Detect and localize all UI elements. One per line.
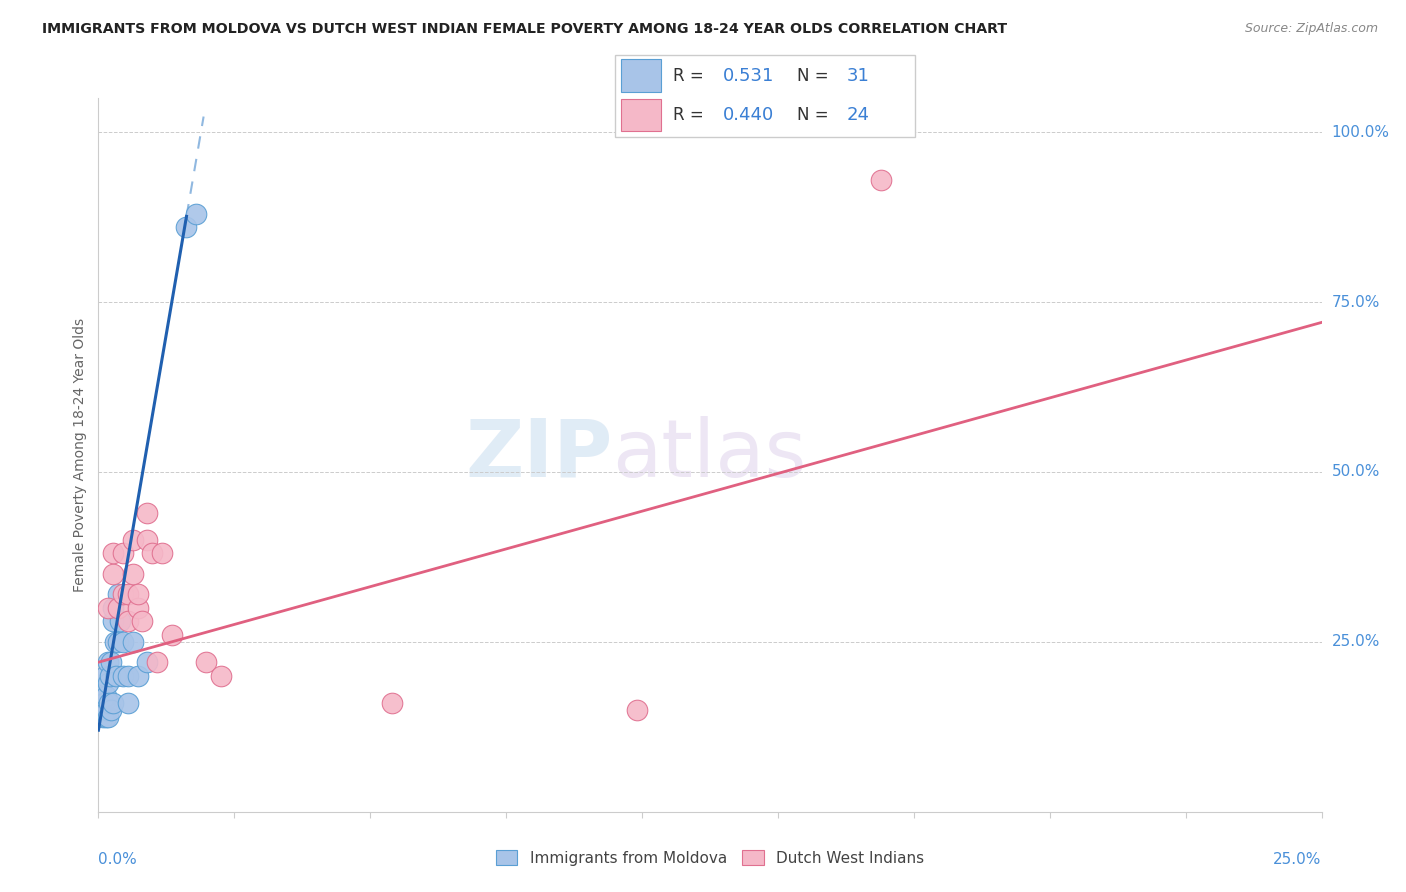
Point bbox=[107, 587, 129, 601]
Point bbox=[98, 669, 121, 683]
Point bbox=[97, 655, 120, 669]
Point bbox=[870, 172, 893, 186]
Text: N =: N = bbox=[797, 67, 834, 85]
Point bbox=[93, 696, 115, 710]
Text: 75.0%: 75.0% bbox=[1331, 294, 1379, 310]
Point bbox=[98, 696, 121, 710]
Point bbox=[111, 669, 134, 683]
Text: R =: R = bbox=[673, 106, 710, 124]
Point bbox=[90, 682, 112, 697]
Text: N =: N = bbox=[797, 106, 834, 124]
Point bbox=[127, 587, 149, 601]
Text: 24: 24 bbox=[846, 106, 870, 124]
Point bbox=[103, 635, 125, 649]
Point bbox=[117, 587, 139, 601]
Text: 25.0%: 25.0% bbox=[1274, 853, 1322, 868]
Point bbox=[101, 566, 124, 581]
Point bbox=[141, 546, 163, 560]
Point bbox=[127, 600, 149, 615]
Y-axis label: Female Poverty Among 18-24 Year Olds: Female Poverty Among 18-24 Year Olds bbox=[73, 318, 87, 592]
Point bbox=[94, 689, 117, 703]
Text: IMMIGRANTS FROM MOLDOVA VS DUTCH WEST INDIAN FEMALE POVERTY AMONG 18-24 YEAR OLD: IMMIGRANTS FROM MOLDOVA VS DUTCH WEST IN… bbox=[42, 22, 1007, 37]
Bar bbox=[621, 60, 661, 92]
Point bbox=[381, 696, 404, 710]
Point bbox=[104, 669, 127, 683]
Point bbox=[195, 655, 218, 669]
Point bbox=[117, 615, 139, 629]
Point bbox=[91, 709, 114, 723]
FancyBboxPatch shape bbox=[614, 55, 915, 136]
Text: 100.0%: 100.0% bbox=[1331, 125, 1389, 140]
Point bbox=[209, 669, 232, 683]
Point bbox=[101, 696, 124, 710]
Text: R =: R = bbox=[673, 67, 710, 85]
Point bbox=[121, 533, 143, 547]
Point bbox=[136, 533, 159, 547]
Point bbox=[97, 709, 120, 723]
Text: 0.440: 0.440 bbox=[723, 106, 775, 124]
Point bbox=[111, 587, 134, 601]
Point bbox=[101, 615, 124, 629]
Point bbox=[107, 635, 129, 649]
Point bbox=[131, 615, 153, 629]
Text: 50.0%: 50.0% bbox=[1331, 465, 1379, 479]
Point bbox=[136, 655, 159, 669]
Point bbox=[107, 600, 129, 615]
Text: 0.0%: 0.0% bbox=[98, 853, 138, 868]
Text: Source: ZipAtlas.com: Source: ZipAtlas.com bbox=[1244, 22, 1378, 36]
Text: atlas: atlas bbox=[612, 416, 807, 494]
Point bbox=[94, 709, 117, 723]
Point bbox=[96, 703, 118, 717]
Point bbox=[146, 655, 169, 669]
Legend: Immigrants from Moldova, Dutch West Indians: Immigrants from Moldova, Dutch West Indi… bbox=[489, 844, 931, 871]
Point bbox=[101, 600, 124, 615]
Bar bbox=[621, 99, 661, 131]
Point bbox=[97, 600, 120, 615]
Point bbox=[136, 506, 159, 520]
Point bbox=[121, 635, 143, 649]
Point bbox=[160, 628, 183, 642]
Point bbox=[100, 655, 122, 669]
Text: 0.531: 0.531 bbox=[723, 67, 775, 85]
Point bbox=[121, 566, 143, 581]
Point bbox=[626, 703, 648, 717]
Point bbox=[110, 615, 132, 629]
Point bbox=[150, 546, 173, 560]
Point bbox=[111, 635, 134, 649]
Point bbox=[117, 696, 139, 710]
Point bbox=[117, 669, 139, 683]
Point bbox=[176, 220, 198, 235]
Point bbox=[127, 669, 149, 683]
Text: 25.0%: 25.0% bbox=[1331, 634, 1379, 649]
Point bbox=[100, 703, 122, 717]
Point bbox=[186, 207, 208, 221]
Text: 31: 31 bbox=[846, 67, 869, 85]
Point bbox=[101, 546, 124, 560]
Point bbox=[94, 669, 117, 683]
Text: ZIP: ZIP bbox=[465, 416, 612, 494]
Point bbox=[111, 546, 134, 560]
Point bbox=[97, 675, 120, 690]
